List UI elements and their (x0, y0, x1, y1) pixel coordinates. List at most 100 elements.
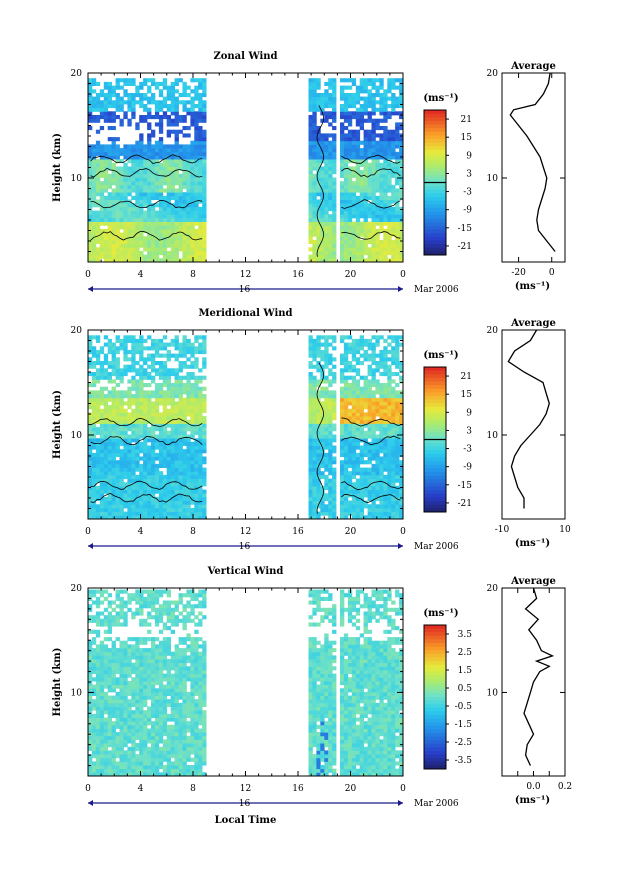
heatmap-cell (151, 361, 156, 366)
heatmap-cell (363, 405, 368, 410)
heatmap-cell (158, 412, 164, 417)
heatmap-cell (328, 206, 333, 211)
heatmap-cell (324, 401, 329, 406)
heatmap-cell (127, 93, 132, 98)
heatmap-cell (182, 210, 187, 215)
heatmap-cell (123, 170, 128, 175)
heatmap-cell (186, 247, 191, 252)
heatmap-cell (91, 81, 97, 86)
heatmap-cell (316, 441, 321, 446)
heatmap-cell (312, 397, 317, 402)
heatmap-cell (308, 504, 313, 509)
heatmap-cell (190, 419, 195, 424)
heatmap-cell (387, 251, 392, 256)
heatmap-cell (395, 140, 400, 145)
heatmap-cell (363, 239, 368, 244)
heatmap-cell (131, 408, 136, 413)
heatmap-cell (332, 375, 337, 380)
heatmap-cell (359, 162, 364, 167)
heatmap-cell (395, 133, 400, 138)
heatmap-cell (387, 162, 392, 167)
heatmap-cell (320, 225, 325, 230)
heatmap-cell (198, 456, 203, 461)
heatmap-cell (170, 221, 175, 226)
heatmap-cell (119, 96, 124, 101)
heatmap-cell (371, 251, 376, 256)
heatmap-cell (371, 100, 376, 105)
heatmap-cell (166, 184, 171, 189)
heatmap-cell (387, 243, 392, 248)
heatmap-cell (351, 419, 357, 424)
heatmap-cell (347, 397, 353, 402)
heatmap-cell (383, 361, 388, 366)
heatmap-cell (316, 104, 321, 109)
heatmap-cell (154, 467, 160, 472)
heatmap-cell (351, 93, 357, 98)
heatmap-cell (359, 251, 364, 256)
heatmap-cell (312, 206, 317, 211)
heatmap-cell (375, 438, 380, 443)
heatmap-cell (166, 368, 171, 373)
heatmap-cell (158, 100, 164, 105)
heatmap-cell (198, 166, 203, 171)
heatmap-cell (320, 100, 325, 105)
heatmap-cell (320, 471, 325, 476)
heatmap-cell (328, 430, 333, 435)
heatmap-cell (202, 166, 207, 171)
heatmap-cell (320, 508, 325, 513)
heatmap-cell (379, 214, 384, 219)
heatmap-cell (127, 335, 132, 340)
heatmap-cell (99, 210, 105, 215)
heatmap-cell (170, 408, 175, 413)
heatmap-cell (107, 375, 112, 380)
heatmap-cell (99, 236, 105, 241)
heatmap-cell (355, 423, 361, 428)
heatmap-cell (178, 232, 183, 237)
heatmap-cell (355, 85, 361, 90)
heatmap-cell (143, 434, 148, 439)
heatmap-cell (99, 206, 105, 211)
heatmap-cell (135, 210, 140, 215)
heatmap-cell (359, 96, 364, 101)
heatmap-cell (154, 368, 160, 373)
heatmap-cell (154, 173, 160, 178)
heatmap-cell (308, 386, 313, 391)
heatmap-cell (363, 166, 368, 171)
heatmap-cell (111, 471, 116, 476)
heatmap-cell (379, 372, 384, 377)
heatmap-cell (139, 148, 144, 153)
heatmap-cell (308, 239, 313, 244)
heatmap-cell (143, 173, 148, 178)
heatmap-cell (143, 441, 148, 446)
heatmap-cell (351, 155, 357, 160)
heatmap-cell (158, 485, 164, 490)
heatmap-cell (308, 500, 313, 505)
heatmap-cell (139, 251, 144, 256)
heatmap-cell (328, 225, 333, 230)
heatmap-cell (308, 206, 313, 211)
heatmap-cell (154, 386, 160, 391)
heatmap-cell (166, 122, 171, 127)
heatmap-cell (151, 401, 156, 406)
heatmap-cell (332, 401, 337, 406)
heatmap-cell (371, 456, 376, 461)
heatmap-cell (395, 166, 400, 171)
heatmap-cell (332, 162, 337, 167)
heatmap-cell (107, 81, 112, 86)
heatmap-cell (391, 162, 396, 167)
heatmap-cell (347, 375, 353, 380)
heatmap-cell (127, 236, 132, 241)
heatmap-cell (154, 463, 160, 468)
heatmap-cell (174, 122, 179, 127)
heatmap-cell (190, 408, 195, 413)
heatmap-cell (115, 243, 120, 248)
heatmap-cell (351, 364, 357, 369)
profile-y-tick-label: 20 (487, 69, 499, 79)
heatmap-cell (343, 449, 349, 454)
colorbar-label: -3 (463, 188, 472, 198)
heatmap-cell (328, 504, 333, 509)
heatmap-cell (174, 251, 179, 256)
heatmap-cell (324, 203, 329, 208)
heatmap-cell (119, 192, 124, 197)
